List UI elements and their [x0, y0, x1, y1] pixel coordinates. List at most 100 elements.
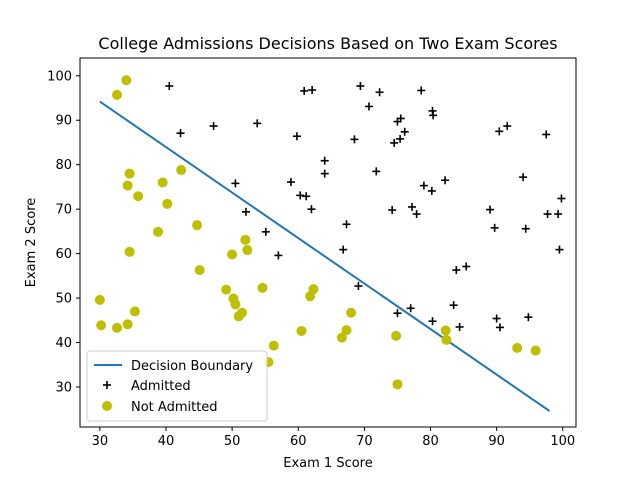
not-admitted-point: [122, 319, 133, 330]
admitted-point: [354, 282, 363, 291]
not-admitted-point: [124, 168, 135, 179]
x-axis-label: Exam 1 Score: [283, 456, 372, 471]
not-admitted-point: [194, 265, 205, 276]
admitted-point: [396, 134, 405, 143]
admitted-point: [165, 82, 174, 91]
admitted-point: [350, 135, 359, 144]
not-admitted-point: [133, 191, 144, 202]
admitted-point: [393, 309, 402, 318]
admitted-point: [388, 206, 397, 215]
y-axis-label: Exam 2 Score: [24, 198, 39, 287]
admitted-point: [375, 88, 384, 97]
not-admitted-point: [336, 332, 347, 343]
y-axis: 30 40 50 60 70 80 90 100: [47, 69, 80, 395]
not-admitted-point: [268, 340, 279, 351]
not-admitted-point: [341, 325, 352, 336]
x-tick-label: 50: [224, 434, 241, 449]
x-tick-label: 80: [422, 434, 439, 449]
legend-box: [86, 350, 268, 422]
legend: Decision Boundary Admitted Not Admitted: [86, 350, 268, 422]
admitted-point: [390, 138, 399, 147]
admitted-point: [486, 205, 495, 214]
y-tick-label: 90: [55, 114, 72, 129]
admitted-point: [261, 227, 270, 236]
plot-area: [94, 75, 566, 412]
admitted-point: [449, 301, 458, 310]
not-admitted-point: [227, 249, 238, 260]
not-admitted-point: [157, 177, 168, 188]
x-tick-label: 90: [488, 434, 505, 449]
admitted-point: [274, 251, 283, 260]
admitted-point: [495, 323, 504, 332]
not-admitted-point: [240, 234, 251, 245]
admitted-point: [452, 266, 461, 275]
admitted-point: [320, 169, 329, 178]
admitted-point: [320, 156, 329, 165]
not-admitted-point: [512, 342, 523, 353]
admitted-point: [292, 132, 301, 141]
admitted-point: [519, 173, 528, 182]
admitted-point: [241, 207, 250, 216]
admitted-point: [176, 129, 185, 138]
not-admitted-point: [124, 246, 135, 257]
not-admitted-point: [346, 307, 357, 318]
admitted-point: [372, 167, 381, 176]
admitted-point: [427, 186, 436, 195]
y-tick-label: 30: [55, 380, 72, 395]
admitted-point: [429, 111, 438, 120]
admitted-point: [524, 313, 533, 322]
not-admitted-point: [230, 299, 241, 310]
admitted-point: [412, 210, 421, 219]
admitted-point: [554, 210, 563, 219]
y-tick-label: 80: [55, 158, 72, 173]
y-tick-label: 70: [55, 203, 72, 218]
admitted-point: [542, 130, 551, 139]
admitted-point: [302, 192, 311, 201]
not-admitted-point: [112, 89, 123, 100]
not-admitted-point: [176, 165, 187, 176]
admitted-point: [231, 179, 240, 188]
x-tick-label: 100: [550, 434, 575, 449]
admitted-point: [419, 181, 428, 190]
x-axis: 30 40 50 60 70 80 90 100: [92, 427, 575, 449]
admitted-point: [209, 122, 218, 131]
admitted-point: [521, 224, 530, 233]
plot-frame: [79, 57, 577, 428]
not-admitted-point: [221, 284, 232, 295]
admitted-point: [543, 210, 552, 219]
not-admitted-point: [441, 334, 452, 345]
not-admitted-point: [94, 294, 105, 305]
admitted-point: [417, 86, 426, 95]
not-admitted-point: [153, 226, 164, 237]
legend-admitted-marker: [103, 381, 111, 389]
not-admitted-point: [237, 307, 248, 318]
not-admitted-point: [192, 220, 203, 231]
y-tick-label: 100: [47, 69, 72, 84]
admitted-point: [557, 194, 566, 203]
not-admitted-point: [112, 322, 123, 333]
admitted-point: [400, 127, 409, 136]
admitted-point: [406, 304, 415, 313]
legend-not-admitted-label: Not Admitted: [131, 400, 218, 415]
not-admitted-point: [308, 284, 319, 295]
admitted-point: [356, 82, 365, 91]
not-admitted-point: [96, 320, 107, 331]
admitted-point: [396, 114, 405, 123]
admitted-point: [428, 317, 437, 326]
not-admitted-point: [121, 75, 132, 86]
admitted-point: [495, 127, 504, 136]
admitted-point: [296, 191, 305, 200]
admitted-point: [300, 86, 309, 95]
admitted-point: [462, 262, 471, 271]
admitted-point: [490, 223, 499, 232]
y-tick-label: 50: [55, 292, 72, 307]
admitted-point: [365, 102, 374, 111]
not-admitted-point: [440, 325, 451, 336]
admitted-point: [342, 220, 351, 229]
not-admitted-point: [242, 245, 253, 256]
y-tick-label: 60: [55, 247, 72, 262]
not-admitted-point: [296, 325, 307, 336]
x-tick-label: 60: [290, 434, 307, 449]
not-admitted-point: [530, 345, 541, 356]
x-tick-label: 40: [158, 434, 175, 449]
